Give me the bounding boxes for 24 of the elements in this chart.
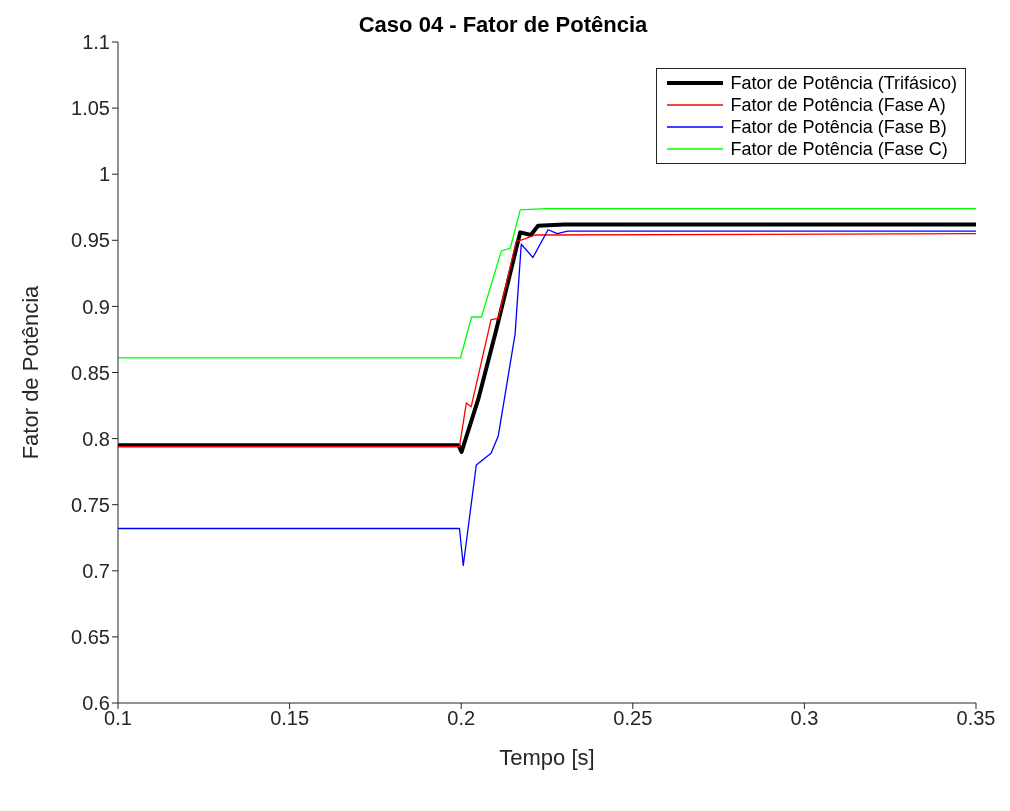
y-tick-label: 0.7 [82,559,110,582]
legend-label: Fator de Potência (Fase B) [730,116,947,138]
x-tick-label: 0.35 [956,707,996,730]
y-axis-title: Fator de Potência [17,284,43,460]
y-tick-label: 0.95 [71,229,110,252]
x-tick-label: 0.2 [447,707,476,730]
y-tick-label: 0.8 [82,427,110,450]
x-tick-label: 0.3 [790,707,819,730]
y-tick-label: 1 [98,163,110,186]
legend-label: Fator de Potência (Trifásico) [730,72,957,94]
y-tick-label: 1.05 [71,97,110,120]
x-tick-label: 0.25 [613,707,653,730]
legend-label: Fator de Potência (Fase C) [730,138,948,160]
y-tick-label: 0.75 [71,493,110,516]
y-tick-label: 1.1 [82,31,110,54]
line-series [118,229,976,567]
legend-label: Fator de Potência (Fase A) [730,94,946,116]
x-axis-title: Tempo [s] [499,745,595,770]
chart-title: Caso 04 - Fator de Potência [358,12,648,37]
y-tick-label: 0.85 [71,361,110,384]
y-tick-label: 0.65 [71,626,110,648]
x-tick-label: 0.15 [270,707,310,730]
y-tick-label: 0.9 [82,295,110,318]
line-series [118,207,976,359]
